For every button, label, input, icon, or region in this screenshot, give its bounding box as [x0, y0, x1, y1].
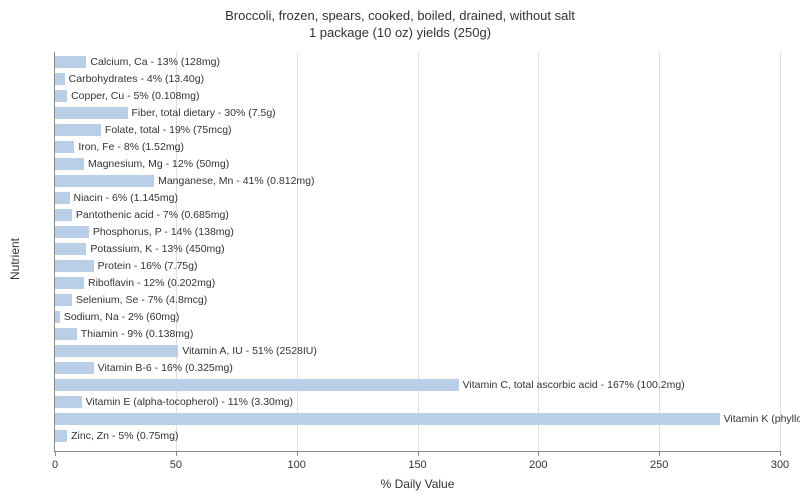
nutrient-bar [55, 260, 94, 272]
nutrient-bar-label: Iron, Fe - 8% (1.52mg) [78, 141, 184, 153]
nutrient-bar-label: Vitamin A, IU - 51% (2528IU) [182, 345, 317, 357]
nutrient-bar [55, 192, 70, 204]
nutrient-bar-label: Folate, total - 19% (75mcg) [105, 124, 232, 136]
nutrient-bar-label: Vitamin E (alpha-tocopherol) - 11% (3.30… [86, 396, 293, 408]
nutrient-bar [55, 158, 84, 170]
x-tick-mark [297, 451, 298, 456]
nutrient-bar [55, 328, 77, 340]
x-axis-label: % Daily Value [381, 477, 455, 491]
gridline [538, 52, 539, 451]
x-tick-mark [780, 451, 781, 456]
nutrient-bar-label: Fiber, total dietary - 30% (7.5g) [132, 107, 276, 119]
nutrient-chart: Broccoli, frozen, spears, cooked, boiled… [0, 0, 800, 500]
nutrient-bar-label: Vitamin C, total ascorbic acid - 167% (1… [463, 379, 685, 391]
nutrient-bar [55, 345, 178, 357]
nutrient-bar-label: Riboflavin - 12% (0.202mg) [88, 277, 215, 289]
x-tick-label: 200 [529, 459, 547, 471]
nutrient-bar [55, 141, 74, 153]
title-line-2: 1 package (10 oz) yields (250g) [309, 25, 491, 40]
x-tick-mark [55, 451, 56, 456]
nutrient-bar [55, 277, 84, 289]
x-tick-mark [659, 451, 660, 456]
y-axis-label: Nutrient [8, 237, 22, 279]
plot-area: Nutrient % Daily Value 05010015020025030… [54, 52, 780, 452]
title-line-1: Broccoli, frozen, spears, cooked, boiled… [225, 8, 575, 23]
x-tick-label: 300 [771, 459, 789, 471]
nutrient-bar-label: Niacin - 6% (1.145mg) [74, 192, 178, 204]
nutrient-bar-label: Thiamin - 9% (0.138mg) [81, 328, 194, 340]
gridline [659, 52, 660, 451]
x-tick-mark [418, 451, 419, 456]
x-tick-label: 50 [170, 459, 182, 471]
nutrient-bar [55, 311, 60, 323]
nutrient-bar [55, 362, 94, 374]
nutrient-bar [55, 413, 720, 425]
nutrient-bar-label: Copper, Cu - 5% (0.108mg) [71, 90, 199, 102]
gridline [780, 52, 781, 451]
gridline [418, 52, 419, 451]
nutrient-bar [55, 90, 67, 102]
nutrient-bar-label: Vitamin B-6 - 16% (0.325mg) [98, 362, 233, 374]
x-tick-label: 100 [287, 459, 305, 471]
nutrient-bar [55, 124, 101, 136]
nutrient-bar [55, 243, 86, 255]
nutrient-bar-label: Carbohydrates - 4% (13.40g) [69, 73, 204, 85]
nutrient-bar-label: Potassium, K - 13% (450mg) [90, 243, 224, 255]
nutrient-bar [55, 175, 154, 187]
x-tick-mark [538, 451, 539, 456]
nutrient-bar-label: Vitamin K (phylloquinone) - 275% (220.2m… [724, 413, 800, 425]
nutrient-bar [55, 209, 72, 221]
x-tick-mark [176, 451, 177, 456]
x-tick-label: 0 [52, 459, 58, 471]
nutrient-bar-label: Selenium, Se - 7% (4.8mcg) [76, 294, 207, 306]
nutrient-bar [55, 226, 89, 238]
nutrient-bar-label: Phosphorus, P - 14% (138mg) [93, 226, 234, 238]
nutrient-bar-label: Magnesium, Mg - 12% (50mg) [88, 158, 229, 170]
nutrient-bar [55, 379, 459, 391]
nutrient-bar-label: Sodium, Na - 2% (60mg) [64, 311, 180, 323]
gridline [297, 52, 298, 451]
nutrient-bar [55, 430, 67, 442]
nutrient-bar [55, 107, 128, 119]
nutrient-bar-label: Zinc, Zn - 5% (0.75mg) [71, 430, 178, 442]
nutrient-bar [55, 396, 82, 408]
nutrient-bar-label: Pantothenic acid - 7% (0.685mg) [76, 209, 229, 221]
nutrient-bar-label: Protein - 16% (7.75g) [98, 260, 198, 272]
x-tick-label: 150 [408, 459, 426, 471]
nutrient-bar [55, 56, 86, 68]
chart-title: Broccoli, frozen, spears, cooked, boiled… [0, 0, 800, 42]
nutrient-bar-label: Calcium, Ca - 13% (128mg) [90, 56, 220, 68]
nutrient-bar [55, 73, 65, 85]
nutrient-bar-label: Manganese, Mn - 41% (0.812mg) [158, 175, 314, 187]
nutrient-bar [55, 294, 72, 306]
x-tick-label: 250 [650, 459, 668, 471]
